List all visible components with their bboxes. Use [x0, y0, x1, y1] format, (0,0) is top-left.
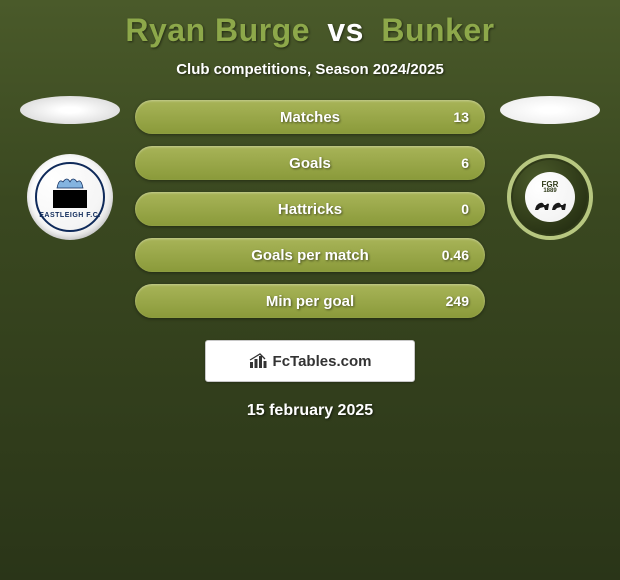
left-column: EASTLEIGH F.C.: [15, 96, 125, 240]
stat-right-value: 13: [453, 109, 469, 125]
stats-column: Matches 13 Goals 6 Hattricks 0 Goals per…: [135, 100, 485, 318]
comparison-title: Ryan Burge vs Bunker: [0, 0, 620, 49]
player1-name: Ryan Burge: [125, 12, 310, 48]
stat-label: Goals: [289, 155, 331, 172]
stat-row-goals-per-match: Goals per match 0.46: [135, 238, 485, 272]
crest-right-inner: FGR 1889: [525, 172, 575, 222]
main-row: EASTLEIGH F.C. Matches 13 Goals 6 Hattri…: [0, 96, 620, 318]
crest-left-inner: EASTLEIGH F.C.: [35, 162, 105, 232]
crest-right-year: 1889: [543, 188, 556, 194]
crest-left-band: EASTLEIGH F.C.: [39, 212, 100, 219]
player2-marker-ellipse: [500, 96, 600, 124]
brand-text: FcTables.com: [273, 353, 372, 370]
right-column: FGR 1889: [495, 96, 605, 240]
stat-right-value: 0.46: [442, 247, 469, 263]
stat-label: Matches: [280, 109, 340, 126]
stat-row-goals: Goals 6: [135, 146, 485, 180]
player2-name: Bunker: [381, 12, 494, 48]
stat-right-value: 0: [461, 201, 469, 217]
club-crest-right: FGR 1889: [507, 154, 593, 240]
brand-card[interactable]: FcTables.com: [205, 340, 415, 382]
footer-date: 15 february 2025: [0, 402, 620, 420]
club-crest-left: EASTLEIGH F.C.: [27, 154, 113, 240]
crest-right-horses-icon: [530, 196, 570, 214]
stat-row-hattricks: Hattricks 0: [135, 192, 485, 226]
vs-separator: vs: [327, 12, 364, 48]
subtitle: Club competitions, Season 2024/2025: [0, 61, 620, 78]
stat-label: Min per goal: [266, 293, 354, 310]
stat-right-value: 6: [461, 155, 469, 171]
player1-marker-ellipse: [20, 96, 120, 124]
stat-label: Hattricks: [278, 201, 342, 218]
stat-row-min-per-goal: Min per goal 249: [135, 284, 485, 318]
stat-row-matches: Matches 13: [135, 100, 485, 134]
stat-right-value: 249: [446, 293, 469, 309]
stat-label: Goals per match: [251, 247, 369, 264]
bar-chart-icon: [249, 352, 267, 370]
crest-left-checker: [53, 190, 87, 208]
crest-left-top-icon: [53, 176, 87, 190]
